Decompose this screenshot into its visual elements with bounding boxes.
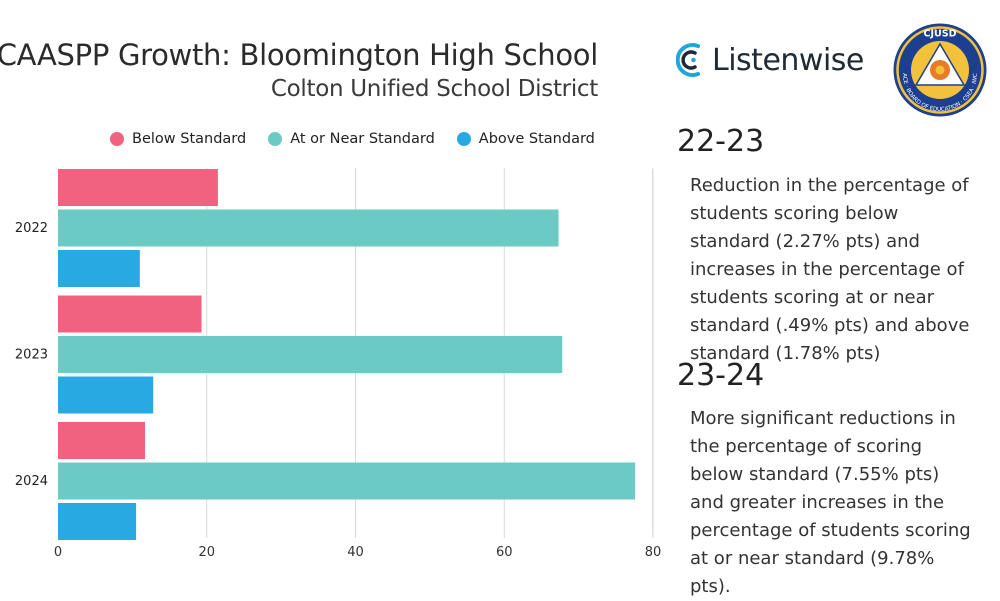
legend-swatch-above [456,132,471,146]
bar-near-2023 [58,336,563,373]
x-tick-label: 20 [198,545,215,560]
page-subtitle: Colton Unified School District [270,76,598,102]
legend-label-above: Above Standard [478,131,595,147]
panel-divider [652,170,653,535]
listenwise-mark-icon [676,43,700,77]
district-seal: CJUSD ACE · BOARD OF EDUCATION · CSEA · … [893,23,987,117]
legend-item-above: Above Standard [456,131,595,147]
legend-item-below: Below Standard [110,131,246,147]
note-body-23-24: More significant reductions in the perce… [690,408,971,597]
bar-below-2023 [58,295,202,333]
legend-label-near: At or Near Standard [290,131,435,147]
y-category-label: 2022 [15,221,48,236]
x-tick-label: 40 [347,545,364,560]
legend-swatch-below [110,132,124,146]
legend-swatch-near [268,132,283,146]
bar-near-2024 [58,462,636,500]
bar-above-2022 [58,250,140,287]
legend-label-below: Below Standard [132,131,247,147]
x-tick-label: 60 [496,545,513,560]
bar-below-2024 [58,422,146,459]
chart-legend: Below Standard At or Near Standard Above… [110,131,617,147]
x-tick-label: 0 [54,545,62,560]
seal-top-text: CJUSD [924,29,957,40]
note-heading-22-23: 22-23 [677,124,765,159]
brand-name: Listenwise [712,42,864,78]
y-category-label: 2024 [15,474,48,489]
y-category-label: 2023 [15,348,48,363]
bar-chart: 0 20 40 60 80 2022 2023 2024 [15,168,662,560]
page-title: CAASPP Growth: Bloomington High School [0,38,598,72]
listenwise-logo: Listenwise [676,40,864,80]
bar-above-2023 [58,376,154,414]
legend-item-near: At or Near Standard [268,131,435,147]
bar-above-2024 [58,503,137,540]
bar-below-2022 [58,169,218,206]
x-tick-label: 80 [645,545,662,560]
bar-near-2022 [58,209,559,247]
note-body-22-23: Reduction in the percentage of students … [690,175,970,364]
note-heading-23-24: 23-24 [677,358,765,393]
